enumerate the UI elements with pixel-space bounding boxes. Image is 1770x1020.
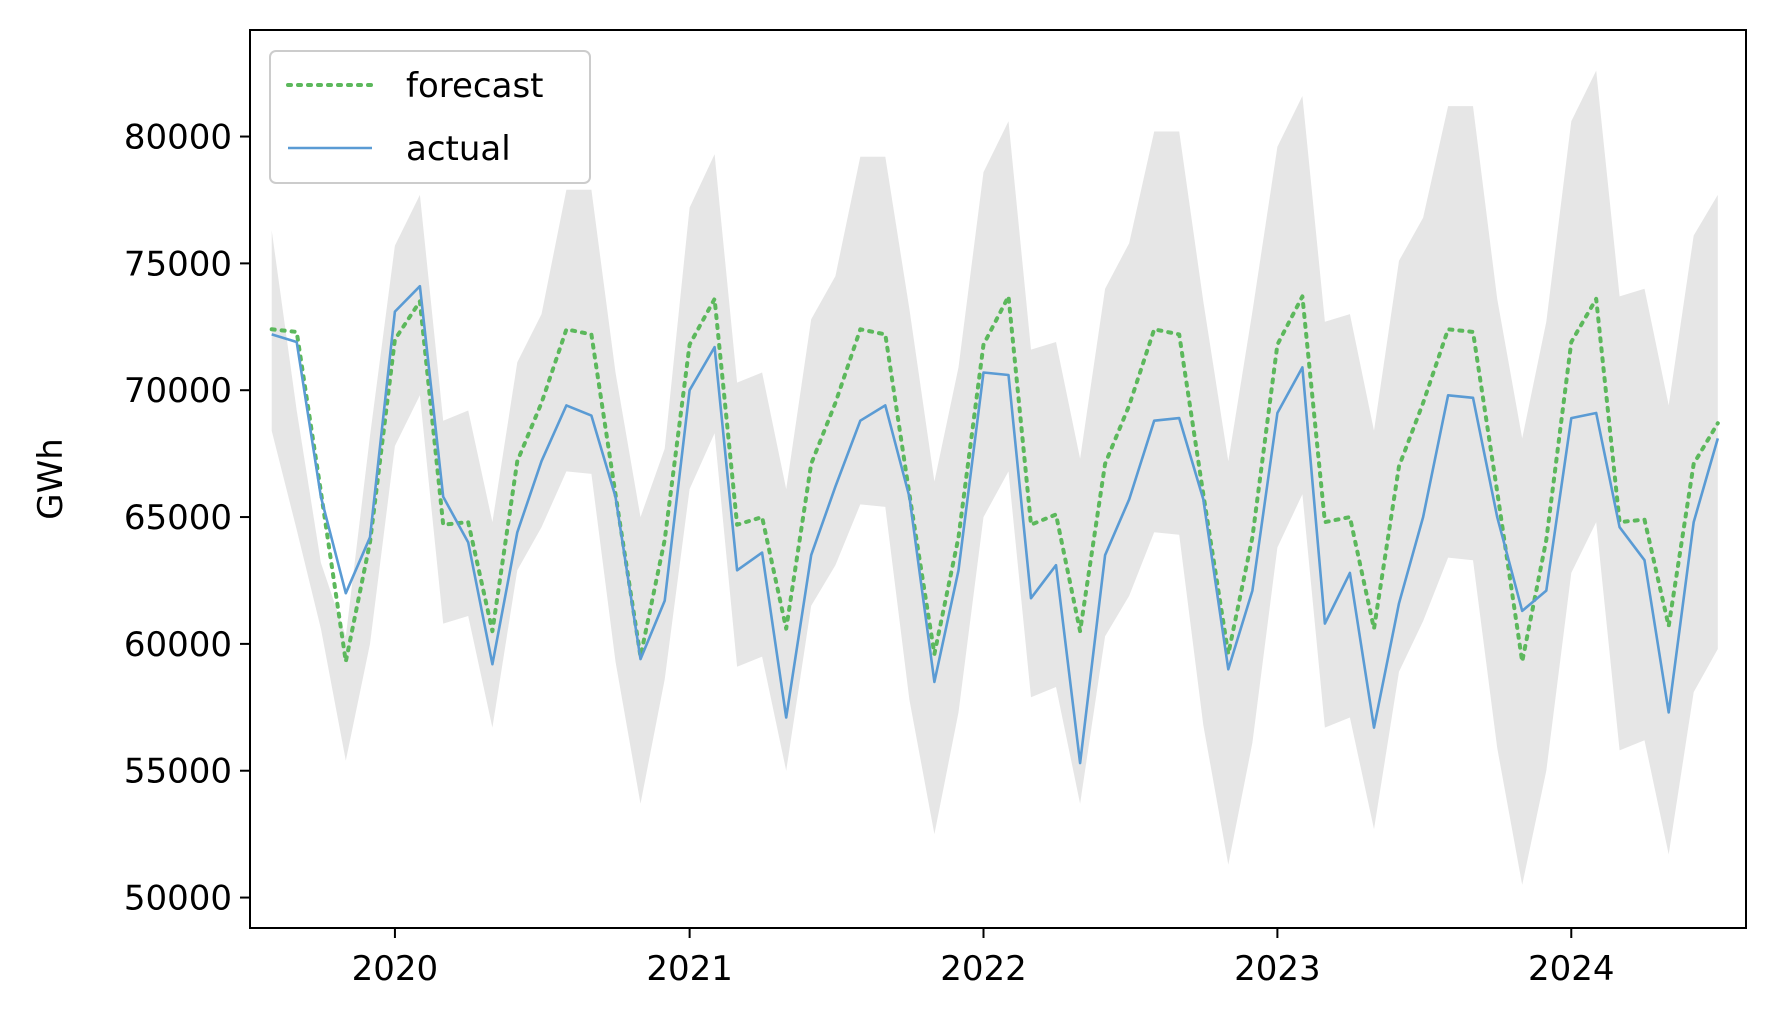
x-tick-label: 2024: [1528, 949, 1615, 989]
y-tick-label: 80000: [124, 118, 232, 158]
y-tick-label: 50000: [124, 879, 232, 919]
legend-label-forecast: forecast: [406, 66, 544, 106]
x-tick-label: 2022: [940, 949, 1027, 989]
x-axis: 2020 2021 2022 2023 2024: [352, 928, 1615, 989]
y-tick-label: 75000: [124, 244, 232, 284]
y-tick-label: 60000: [124, 625, 232, 665]
y-tick-label: 55000: [124, 752, 232, 792]
series-lines: [269, 284, 1720, 765]
legend-label-actual: actual: [406, 129, 511, 169]
x-tick-label: 2021: [646, 949, 733, 989]
forecast-interval-band: [271, 70, 1718, 885]
legend: forecast actual: [269, 50, 591, 184]
y-tick-label: 70000: [124, 371, 232, 411]
plot-area-frame: [249, 29, 1747, 929]
series-line-forecast: [269, 294, 1720, 664]
y-axis-label: GWh: [31, 438, 71, 520]
x-tick-label: 2020: [352, 949, 439, 989]
series-line-actual: [271, 284, 1720, 765]
y-tick-label: 65000: [124, 498, 232, 538]
y-axis: 50000 55000 60000 65000 70000 75000 80000: [124, 118, 250, 919]
x-tick-label: 2023: [1234, 949, 1321, 989]
interval-area: [271, 70, 1718, 885]
